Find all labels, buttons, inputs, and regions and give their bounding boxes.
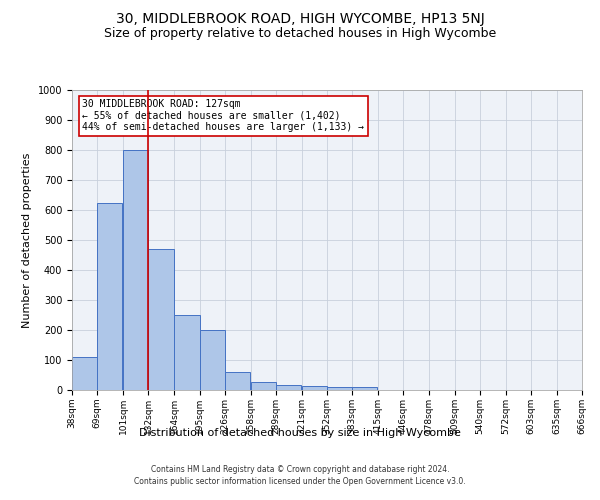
Bar [276, 384, 301, 390]
Text: Contains public sector information licensed under the Open Government Licence v3: Contains public sector information licen… [134, 478, 466, 486]
Bar [175, 315, 199, 390]
Text: Contains HM Land Registry data © Crown copyright and database right 2024.: Contains HM Land Registry data © Crown c… [151, 465, 449, 474]
Bar [224, 372, 250, 390]
Bar [148, 249, 173, 390]
Text: 30 MIDDLEBROOK ROAD: 127sqm
← 55% of detached houses are smaller (1,402)
44% of : 30 MIDDLEBROOK ROAD: 127sqm ← 55% of det… [82, 99, 364, 132]
Bar [97, 202, 122, 390]
Y-axis label: Number of detached properties: Number of detached properties [22, 152, 32, 328]
Text: Distribution of detached houses by size in High Wycombe: Distribution of detached houses by size … [139, 428, 461, 438]
Bar [327, 387, 352, 390]
Bar [251, 382, 276, 390]
Bar [199, 330, 224, 390]
Text: Size of property relative to detached houses in High Wycombe: Size of property relative to detached ho… [104, 28, 496, 40]
Bar [352, 388, 377, 390]
Bar [72, 357, 97, 390]
Text: 30, MIDDLEBROOK ROAD, HIGH WYCOMBE, HP13 5NJ: 30, MIDDLEBROOK ROAD, HIGH WYCOMBE, HP13… [116, 12, 484, 26]
Bar [302, 386, 327, 390]
Bar [123, 150, 148, 390]
